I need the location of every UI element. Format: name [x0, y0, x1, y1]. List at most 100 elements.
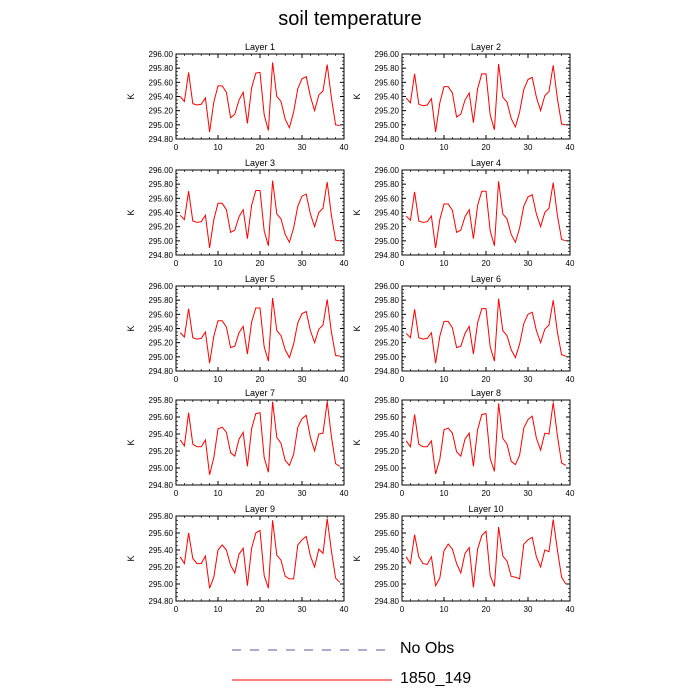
panel-layer-3: Layer 3 K 294.80 295.00 295.20 295.40 295.60 29… [126, 158, 349, 268]
x-tick-label-layer-9: 40 [340, 605, 349, 614]
x-tick-label-layer-3: 10 [214, 259, 223, 268]
series-line-layer-3 [179, 180, 340, 248]
x-tick-label-layer-6: 0 [400, 375, 405, 384]
x-tick-label-layer-10: 30 [524, 605, 533, 614]
y-tick-label-layer-10: 295.00 [375, 580, 400, 589]
y-tick-label-layer-6: 294.80 [375, 367, 400, 376]
x-tick-label-layer-1: 20 [256, 143, 265, 152]
y-axis-label-layer-2: K [352, 93, 362, 99]
series-line-layer-6 [405, 298, 566, 364]
y-tick-label-layer-4: 295.40 [375, 209, 400, 218]
y-tick-label-layer-5: 295.40 [149, 325, 174, 334]
panel-title-layer-1: Layer 1 [245, 42, 275, 52]
x-tick-label-layer-5: 0 [174, 375, 179, 384]
y-tick-label-layer-7: 295.20 [149, 447, 174, 456]
y-tick-label-layer-1: 295.40 [149, 93, 174, 102]
x-tick-label-layer-7: 20 [256, 489, 265, 498]
series-line-layer-1 [179, 62, 340, 132]
x-tick-label-layer-5: 20 [256, 375, 265, 384]
x-tick-label-layer-10: 20 [482, 605, 491, 614]
panel-layer-2: Layer 2 K 294.80 295.00 295.20 295.40 295.60 29… [352, 42, 575, 152]
x-tick-label-layer-1: 0 [174, 143, 179, 152]
y-tick-label-layer-7: 295.60 [149, 413, 174, 422]
x-tick-label-layer-4: 30 [524, 259, 533, 268]
y-tick-label-layer-4: 294.80 [375, 251, 400, 260]
panel-layer-4: Layer 4 K 294.80 295.00 295.20 295.40 295.60 29… [352, 158, 575, 268]
y-tick-label-layer-2: 295.40 [375, 93, 400, 102]
x-tick-label-layer-7: 0 [174, 489, 179, 498]
x-tick-label-layer-10: 40 [566, 605, 575, 614]
y-tick-label-layer-2: 295.20 [375, 107, 400, 116]
y-tick-label-layer-1: 295.20 [149, 107, 174, 116]
x-tick-label-layer-7: 30 [298, 489, 307, 498]
y-tick-label-layer-3: 294.80 [149, 251, 174, 260]
x-tick-label-layer-9: 0 [174, 605, 179, 614]
panel-layer-6: Layer 6 K 294.80 295.00 295.20 295.40 295.60 29… [352, 274, 575, 384]
y-tick-label-layer-6: 295.80 [375, 296, 400, 305]
y-tick-label-layer-5: 295.80 [149, 296, 174, 305]
x-tick-label-layer-6: 20 [482, 375, 491, 384]
y-axis-label-layer-3: K [126, 209, 136, 215]
panel-layer-8: Layer 8 K 294.80 295.00 295.20 295.40 295.60 29… [352, 388, 575, 498]
x-tick-label-layer-5: 40 [340, 375, 349, 384]
x-tick-label-layer-3: 20 [256, 259, 265, 268]
y-tick-label-layer-3: 295.60 [149, 194, 174, 203]
y-tick-label-layer-4: 295.60 [375, 194, 400, 203]
x-tick-label-layer-5: 10 [214, 375, 223, 384]
series-line-layer-5 [179, 297, 340, 364]
y-tick-label-layer-6: 295.60 [375, 310, 400, 319]
y-tick-label-layer-9: 295.20 [149, 563, 174, 572]
y-tick-label-layer-1: 294.80 [149, 135, 174, 144]
x-tick-label-layer-1: 10 [214, 143, 223, 152]
x-tick-label-layer-6: 30 [524, 375, 533, 384]
x-tick-label-layer-9: 30 [298, 605, 307, 614]
y-tick-label-layer-5: 295.60 [149, 310, 174, 319]
y-tick-label-layer-8: 295.80 [375, 396, 400, 405]
panel-layer-10: Layer 10 K 294.80 295.00 295.20 295.40 295.60 2… [352, 504, 575, 614]
y-tick-label-layer-9: 295.00 [149, 580, 174, 589]
y-tick-label-layer-5: 295.00 [149, 353, 174, 362]
y-tick-label-layer-3: 295.80 [149, 180, 174, 189]
series-line-layer-9 [179, 518, 341, 589]
x-tick-label-layer-5: 30 [298, 375, 307, 384]
x-tick-label-layer-8: 10 [440, 489, 449, 498]
series-line-layer-10 [405, 519, 567, 588]
y-tick-label-layer-1: 295.80 [149, 64, 174, 73]
y-tick-label-layer-3: 295.40 [149, 209, 174, 218]
y-tick-label-layer-8: 295.00 [375, 464, 400, 473]
y-tick-label-layer-2: 295.60 [375, 78, 400, 87]
x-tick-label-layer-2: 20 [482, 143, 491, 152]
y-tick-label-layer-6: 295.20 [375, 339, 400, 348]
x-tick-label-layer-4: 0 [400, 259, 405, 268]
y-tick-label-layer-5: 296.00 [149, 282, 174, 291]
x-tick-label-layer-3: 40 [340, 259, 349, 268]
x-tick-label-layer-1: 40 [340, 143, 349, 152]
y-tick-label-layer-1: 295.00 [149, 121, 174, 130]
y-tick-label-layer-10: 295.40 [375, 546, 400, 555]
y-tick-label-layer-8: 294.80 [375, 481, 400, 490]
y-axis-label-layer-6: K [352, 325, 362, 331]
y-tick-label-layer-7: 295.80 [149, 396, 174, 405]
y-axis-label-layer-5: K [126, 325, 136, 331]
y-tick-label-layer-3: 295.00 [149, 237, 174, 246]
x-tick-label-layer-3: 30 [298, 259, 307, 268]
plot-frame-layer-10 [401, 515, 571, 602]
y-axis-label-layer-4: K [352, 209, 362, 215]
panel-layer-7: Layer 7 K 294.80 295.00 295.20 295.40 295.60 29… [126, 388, 349, 498]
y-axis-label-layer-9: K [126, 555, 136, 561]
y-axis-label-layer-8: K [352, 439, 362, 445]
y-tick-label-layer-4: 295.20 [375, 223, 400, 232]
y-tick-label-layer-9: 295.80 [149, 512, 174, 521]
y-tick-label-layer-6: 295.40 [375, 325, 400, 334]
y-tick-label-layer-6: 295.00 [375, 353, 400, 362]
y-tick-label-layer-9: 295.40 [149, 546, 174, 555]
panel-title-layer-3: Layer 3 [245, 158, 275, 168]
y-axis-label-layer-1: K [126, 93, 136, 99]
x-tick-label-layer-8: 40 [566, 489, 575, 498]
x-tick-label-layer-7: 10 [214, 489, 223, 498]
y-tick-label-layer-10: 295.80 [375, 512, 400, 521]
y-tick-label-layer-5: 294.80 [149, 367, 174, 376]
y-tick-label-layer-2: 295.80 [375, 64, 400, 73]
panel-title-layer-5: Layer 5 [245, 274, 275, 284]
